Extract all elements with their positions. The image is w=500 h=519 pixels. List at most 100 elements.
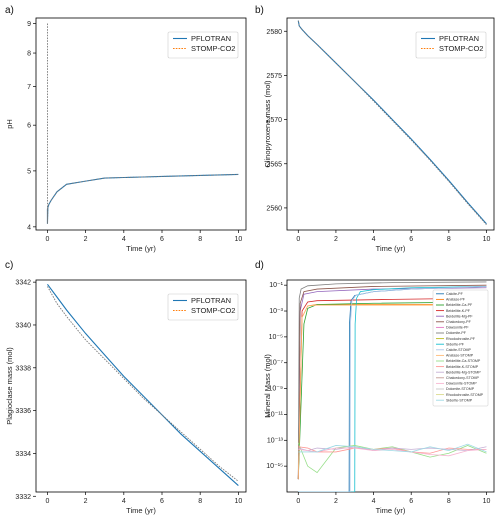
chart-panel-c: c) 0 2 4 6 8 10 Time (yr) 3332 3334 3336 3338 3340 33…	[5, 260, 247, 515]
legend-entry: STOMP-CO2	[191, 44, 235, 53]
x-tick-label: 2	[84, 236, 88, 243]
y-axis-label: Plagioclase mass (mol)	[5, 347, 14, 425]
series-line-beidellite-ca-pf	[297, 301, 487, 480]
series-line-dawsonite-stomp	[298, 447, 487, 457]
x-tick-label: 8	[198, 498, 202, 505]
plot-frame	[286, 279, 495, 493]
y-tick-label: 4	[27, 224, 31, 231]
series-line-pflotran	[47, 283, 239, 486]
y-tick-label: 2560	[266, 205, 282, 212]
y-tick-label: 10⁻¹	[269, 282, 283, 289]
y-tick-label: 5	[27, 168, 31, 175]
legend-entry: Beidellite-Ca-STOMP	[446, 359, 481, 363]
y-tick-label: 3340	[15, 322, 31, 329]
x-tick-label: 4	[122, 498, 126, 505]
y-tick-label: 10⁻⁵	[269, 334, 283, 341]
legend-entry: Chalcedony-STOMP	[446, 376, 479, 380]
legend-entry: Siderite-STOMP	[446, 398, 473, 402]
legend-entry: Beidellite-K-STOMP	[446, 365, 479, 369]
series-line-calcite-stomp	[298, 286, 487, 492]
x-axis-label: Time (yr)	[126, 506, 156, 515]
legend-box	[432, 289, 489, 407]
legend-entry: PFLOTRAN	[439, 34, 479, 43]
panel-label: a)	[5, 5, 14, 16]
y-tick-label: 9	[27, 21, 31, 28]
series-line-anatase-stomp	[297, 304, 487, 480]
y-tick-label: 10⁻⁷	[269, 360, 283, 367]
legend-entry: Beidellite-Mg-PF	[446, 314, 473, 318]
y-tick-label: 2570	[266, 117, 282, 124]
series-line-siderite-stomp	[298, 443, 487, 453]
legend-entry: STOMP-CO2	[439, 44, 483, 53]
x-tick-label: 0	[46, 236, 50, 243]
x-tick-label: 8	[198, 236, 202, 243]
x-tick-label: 2	[334, 236, 338, 243]
y-tick-label: 10⁻¹¹	[267, 411, 284, 418]
x-tick-label: 10	[483, 236, 491, 243]
x-axis-label: Time (yr)	[376, 244, 406, 253]
x-tick-label: 0	[46, 498, 50, 505]
x-tick-label: 10	[234, 498, 242, 505]
legend-entry: Beidellite-Mg-STOMP	[446, 370, 481, 374]
plot-frame	[35, 17, 247, 231]
legend-entry: STOMP-CO2	[191, 306, 235, 315]
y-tick-label: 10⁻⁹	[269, 386, 283, 393]
x-tick-label: 6	[409, 236, 413, 243]
x-tick-label: 6	[160, 236, 164, 243]
panel-label: c)	[5, 260, 13, 271]
legend-entry: Beidellite-Ca-PF	[446, 303, 473, 307]
legend-entry: Siderite-PF	[446, 342, 465, 346]
x-tick-label: 8	[447, 236, 451, 243]
y-tick-label: 3336	[15, 408, 31, 415]
legend-entry: Dawsonite-PF	[446, 326, 469, 330]
x-tick-label: 10	[234, 236, 242, 243]
series-line-pflotran	[46, 173, 239, 224]
y-tick-label: 10⁻³	[269, 308, 283, 315]
y-tick-label: 2565	[266, 161, 282, 168]
plot-frame	[35, 279, 247, 493]
series-line-dolomite-pf	[297, 281, 487, 480]
y-tick-label: 3334	[15, 451, 31, 458]
x-tick-label: 4	[372, 498, 376, 505]
x-tick-label: 6	[160, 498, 164, 505]
x-tick-label: 2	[334, 498, 338, 505]
series-group	[47, 283, 239, 486]
y-tick-label: 10⁻¹³	[267, 437, 284, 444]
y-tick-label: 3342	[15, 280, 31, 287]
y-tick-label: 7	[27, 84, 31, 91]
y-tick-label: 2575	[266, 73, 282, 80]
series-line-stomp-co2	[47, 23, 239, 224]
legend-entry: Rhodochrosite-STOMP	[446, 393, 484, 397]
legend-entry: Chalcedony-PF	[446, 320, 472, 324]
y-axis-label: Mineral Mass (mol)	[263, 354, 272, 418]
x-tick-label: 4	[372, 236, 376, 243]
x-tick-label: 8	[447, 498, 451, 505]
y-tick-label: 8	[27, 51, 31, 58]
legend-entry: Dolomite-STOMP	[446, 387, 475, 391]
legend-entry: Calcite-PF	[446, 292, 464, 296]
series-group	[46, 23, 239, 224]
legend-entry: Rhodochrosite-PF	[446, 337, 476, 341]
chart-panel-d: d) 0 2 4 6 8 10 Time (yr) 10⁻¹ 10⁻³ 10⁻⁵ 10⁻⁷ 10⁻⁹ 10…	[255, 260, 495, 515]
y-axis-label: pH	[5, 119, 14, 129]
legend-entry: Anatase-PF	[446, 298, 466, 302]
legend-entry: Dawsonite-STOMP	[446, 382, 477, 386]
legend-entry: Anatase-STOMP	[446, 354, 474, 358]
series-line-beidellite-ca-stomp	[297, 442, 487, 474]
legend-entry: PFLOTRAN	[191, 34, 231, 43]
legend-entry: Beidellite-K-PF	[446, 309, 471, 313]
series-group	[297, 20, 487, 225]
y-tick-label: 3338	[15, 365, 31, 372]
x-axis-label: Time (yr)	[126, 244, 156, 253]
x-tick-label: 6	[409, 498, 413, 505]
x-tick-label: 0	[296, 236, 300, 243]
y-tick-label: 3332	[15, 494, 31, 501]
legend-entry: PFLOTRAN	[191, 296, 231, 305]
x-tick-label: 4	[122, 236, 126, 243]
x-tick-label: 10	[483, 498, 491, 505]
panel-label: b)	[255, 5, 264, 16]
